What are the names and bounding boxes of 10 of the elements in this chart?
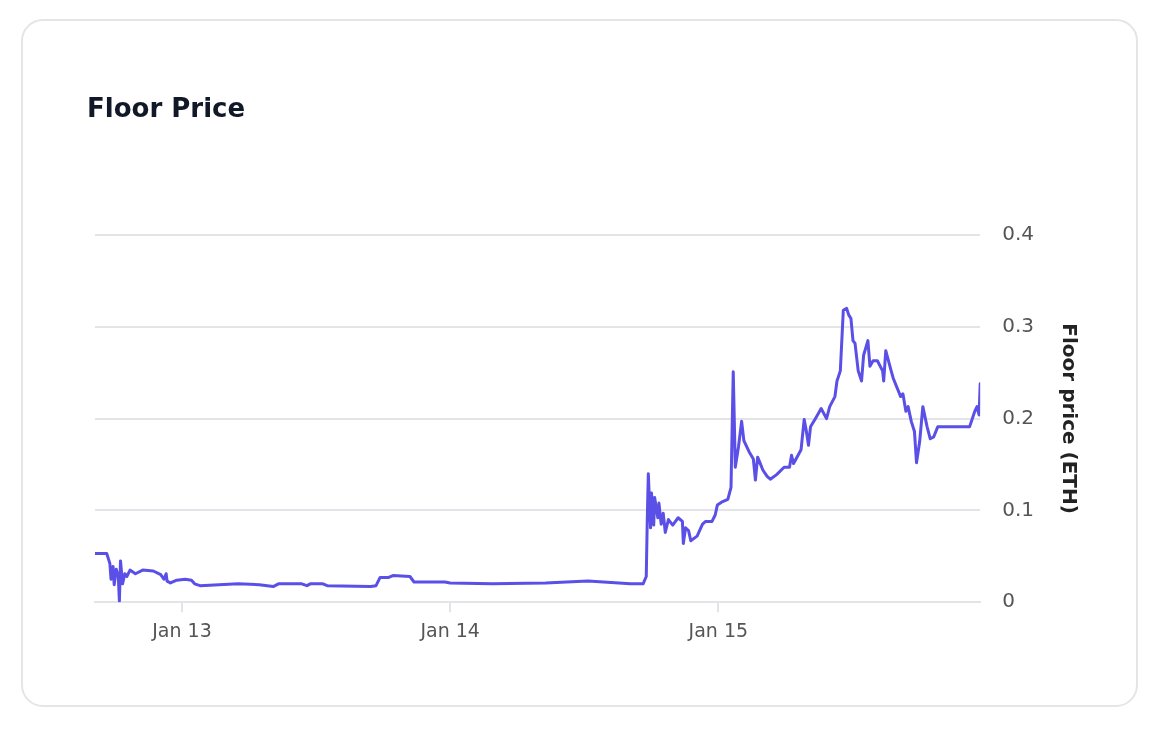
y-tick-label: 0: [1002, 588, 1015, 613]
y-tick-label: 0.3: [1002, 313, 1035, 337]
y-tick-label: 0.1: [1002, 496, 1035, 521]
y-tick-label: 0.4: [1002, 221, 1035, 246]
chart-title: Floor Price: [87, 93, 246, 123]
y-tick-label: 0.2: [1002, 404, 1035, 429]
x-tick-label: Jan 13: [151, 618, 212, 641]
x-tick-label: Jan 15: [687, 618, 749, 641]
y-axis-title: Floor price (ETH): [1057, 323, 1082, 514]
x-tick-label: Jan 14: [419, 618, 480, 641]
